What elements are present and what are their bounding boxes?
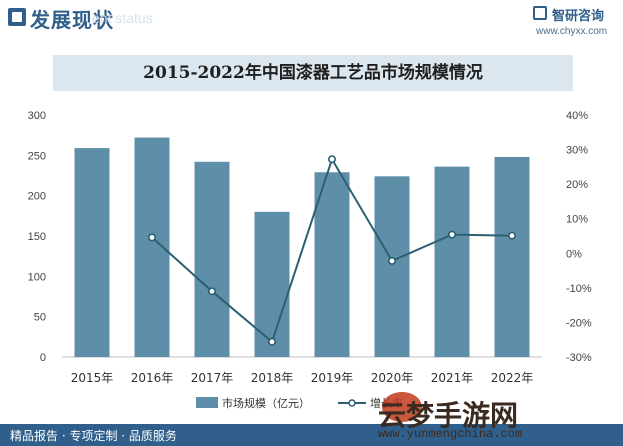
y-left-tick-label: 150: [28, 231, 46, 243]
y-left-tick-label: 50: [34, 312, 46, 324]
growth-rate-point: [327, 155, 336, 164]
bar: [434, 166, 470, 357]
x-tick-label: 2018年: [251, 371, 294, 385]
growth-rate-point: [267, 337, 276, 346]
y-right-tick-label: 0%: [566, 248, 582, 260]
legend-line-marker: [348, 399, 356, 407]
y-right-tick-label: 20%: [566, 179, 588, 191]
brand-mark-inner: [12, 12, 22, 22]
y-right-tick-label: -10%: [566, 283, 592, 295]
legend-bar-swatch: [196, 397, 218, 408]
header-bar: 发展现状 ent status 智研咨询 www.chyxx.com: [0, 0, 623, 44]
bar: [314, 172, 350, 357]
y-right-tick-label: 10%: [566, 214, 588, 226]
growth-rate-point: [447, 230, 456, 239]
x-tick-label: 2017年: [191, 371, 234, 385]
brand-url: www.chyxx.com: [536, 26, 608, 37]
y-left-tick-label: 100: [28, 271, 46, 283]
x-tick-label: 2021年: [431, 371, 474, 385]
y-left-tick-label: 300: [28, 110, 46, 122]
bar: [494, 156, 530, 357]
growth-rate-point: [148, 233, 157, 242]
watermark-text: 云梦手游网: [378, 399, 519, 432]
footer-bar: [0, 424, 623, 446]
watermark-logo-icon: [382, 392, 422, 422]
y-right-tick-label: 40%: [566, 110, 588, 122]
y-left-tick-label: 200: [28, 191, 46, 203]
x-tick-label: 2019年: [311, 371, 354, 385]
bar: [254, 211, 290, 357]
brand-logo-icon: [533, 6, 547, 20]
x-tick-label: 2016年: [131, 371, 174, 385]
brand-name: 智研咨询: [552, 9, 605, 24]
y-left-tick-label: 0: [40, 352, 46, 364]
bar: [194, 161, 230, 357]
chart-title: 2015-2022年中国漆器工艺品市场规模情况: [143, 63, 483, 83]
footer-text: 精品报告 · 专项定制 · 品质服务: [10, 429, 177, 443]
y-left-tick-label: 250: [28, 150, 46, 162]
section-subtitle: ent status: [92, 10, 153, 26]
section-title: 发展现状: [30, 8, 114, 32]
x-tick-label: 2020年: [371, 371, 414, 385]
x-tick-label: 2015年: [71, 371, 114, 385]
growth-rate-point: [507, 231, 516, 240]
legend-bar-label: 市场规模（亿元）: [222, 396, 310, 410]
growth-rate-point: [208, 287, 217, 296]
y-right-tick-label: -30%: [566, 352, 592, 364]
growth-rate-point: [387, 256, 396, 265]
x-tick-label: 2022年: [491, 371, 534, 385]
bar: [74, 148, 110, 357]
chart-title-band: [53, 55, 573, 91]
y-right-tick-label: 30%: [566, 145, 588, 157]
y-right-tick-label: -20%: [566, 317, 592, 329]
watermark-url: www.yunmengchina.com: [378, 427, 523, 441]
bar: [374, 176, 410, 357]
